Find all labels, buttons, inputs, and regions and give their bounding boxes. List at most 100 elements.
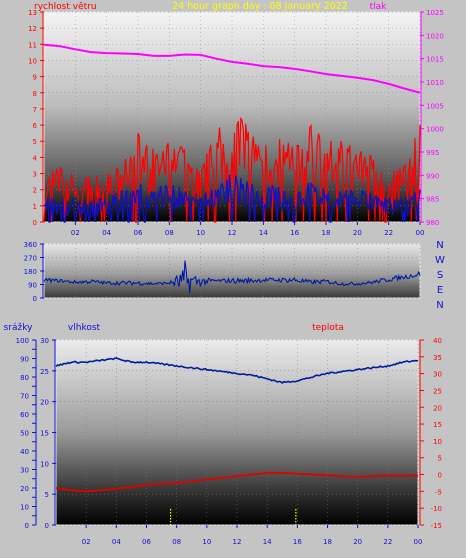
panel2-compass-label: E [437, 285, 443, 296]
panel1-left-tick-label: 5 [33, 138, 37, 146]
panel3-temperature-tick-label: 20 [433, 404, 442, 412]
panel1-x-tick-label: 08 [165, 229, 174, 237]
panel1-left-tick-label: 12 [28, 25, 37, 33]
panel3-temperature-tick-label: -15 [431, 522, 442, 530]
panel1-right-tick-label: 1025 [426, 9, 444, 17]
panel1-x-tick-label: 06 [134, 229, 143, 237]
panel1-x-tick-label: 18 [322, 229, 331, 237]
panel3-humidity-tick-label: 30 [40, 337, 49, 345]
panel3-temperature-tick-label: 15 [433, 421, 442, 429]
panel3-x-tick-label: 12 [233, 538, 242, 546]
panel1-right-tick-label: 995 [426, 149, 439, 157]
panel3-temperature-tick-label: 10 [433, 438, 442, 446]
panel1-right-tick-label: 990 [426, 172, 439, 180]
panel1-left-tick-label: 6 [33, 122, 38, 130]
panel3-x-tick-label: 18 [323, 538, 332, 546]
panel3-x-tick-label: 20 [353, 538, 362, 546]
panel3-temperature-tick-label: 40 [433, 337, 442, 345]
panel1-left-tick-label: 4 [33, 154, 38, 162]
panel3-rain-tick-label: 20 [20, 485, 29, 493]
panel2-compass-label: N [436, 300, 443, 311]
panel3-x-tick-label: 08 [172, 538, 181, 546]
panel1-title: 24 hour graph day : 08 January 2022 [172, 1, 348, 12]
panel1-right-tick-label: 1000 [426, 126, 444, 134]
panel2-compass-label: W [435, 255, 445, 266]
panel3-temperature-tick-label: 30 [433, 371, 442, 379]
panel3-temperature-line [55, 471, 419, 493]
panel3-temperature-tick-label: 0 [438, 472, 442, 480]
panel1-right-tick-label: 1010 [426, 79, 444, 87]
panel3-rain-tick-label: 60 [20, 411, 29, 419]
panel3-humidity-line [55, 357, 419, 385]
panel3-humidity-tick-label: 25 [40, 368, 49, 376]
panel3-humidity-tick-label: 20 [40, 399, 49, 407]
panel3-humidity-tick-label: 10 [40, 460, 49, 468]
panel2-left-tick-label: 360 [24, 241, 37, 249]
panel3-rain-tick-label: 90 [20, 356, 29, 364]
panel3-humidity-tick-label: 0 [45, 522, 49, 530]
panel3-rain-tick-label: 80 [20, 374, 29, 382]
panel3-temperature-tick-label: 35 [433, 354, 442, 362]
panel1-right-tick-label: 1005 [426, 102, 444, 110]
panel1-x-tick-label: 16 [290, 229, 299, 237]
panel3-rain-tick-label: 70 [20, 393, 29, 401]
panel1-right-tick-label: 985 [426, 196, 439, 204]
panel3-rain-tick-label: 10 [20, 504, 29, 512]
panel1-left-tick-label: 10 [28, 57, 37, 65]
panel2-compass-label: S [437, 270, 443, 281]
panel3-x-tick-label: 02 [82, 538, 91, 546]
panel3-rain-tick-label: 30 [20, 467, 29, 475]
panel1-left-tick-label: 0 [33, 219, 37, 227]
panel3-humidity-tick-label: 15 [40, 430, 49, 438]
panel1-x-tick-label: 02 [71, 229, 80, 237]
panel3-humidity-tick-label: 5 [45, 491, 49, 499]
panel3-rain-tick-label: 50 [20, 430, 29, 438]
panel1-right-tick-label: 1015 [426, 56, 444, 64]
panel2-left-tick-label: 180 [24, 268, 37, 276]
panel1-x-tick-label: 10 [196, 229, 205, 237]
panel3-rain-tick-label: 0 [25, 522, 29, 530]
panel1-left-tick-label: 7 [33, 106, 37, 114]
panel3-temperature-tick-label: -10 [431, 505, 442, 513]
panel3-x-tick-label: 06 [142, 538, 151, 546]
panel1-left-tick-label: 2 [33, 187, 37, 195]
panel3-temperature-label: teplota [312, 323, 344, 333]
panel1-left-tick-label: 3 [33, 171, 37, 179]
panel1-left-axis-label: rychlost větru [34, 2, 97, 12]
panel1-right-axis-label: tlak [370, 2, 388, 12]
panel1-left-tick-label: 11 [28, 41, 37, 49]
panel3-x-tick-label: 22 [383, 538, 392, 546]
panel1-x-tick-label: 22 [384, 229, 393, 237]
panel1-left-tick-label: 1 [33, 203, 37, 211]
panel1-x-tick-label: 00 [416, 229, 425, 237]
panel1-wind_avg-line [43, 174, 421, 223]
panel3-temperature-tick-label: 5 [438, 455, 442, 463]
panel1-x-tick-label: 04 [102, 229, 111, 237]
panel3-x-tick-label: 14 [263, 538, 272, 546]
panel1-right-tick-label: 980 [426, 219, 439, 227]
panel3-rain-tick-label: 40 [20, 448, 29, 456]
panel1-left-tick-label: 8 [33, 90, 37, 98]
panel1-x-tick-label: 14 [259, 229, 268, 237]
panel3-x-tick-label: 00 [414, 538, 423, 546]
panel1-x-tick-label: 20 [353, 229, 362, 237]
panel2-direction-line [43, 260, 421, 293]
panel3-rain-label: srážky [4, 323, 34, 333]
panel1-x-tick-label: 12 [228, 229, 237, 237]
panel2-left-tick-label: 90 [28, 282, 37, 290]
panel3-x-tick-label: 16 [293, 538, 302, 546]
panel3-rain-tick-label: 100 [16, 337, 29, 345]
panel2-left-tick-label: 270 [24, 255, 37, 263]
panel3-humidity-label: vlhkost [68, 323, 101, 333]
panel2-left-tick-label: 0 [33, 295, 37, 303]
panel2-compass-label: N [436, 240, 443, 251]
panel3-temperature-tick-label: -5 [435, 488, 442, 496]
panel1-pressure-line [43, 43, 421, 94]
panel1-right-tick-label: 1020 [426, 32, 444, 40]
panel3-x-tick-label: 10 [202, 538, 211, 546]
panel3-temperature-tick-label: 25 [433, 387, 442, 395]
panel1-left-tick-label: 9 [33, 74, 37, 82]
panel3-x-tick-label: 04 [112, 538, 121, 546]
